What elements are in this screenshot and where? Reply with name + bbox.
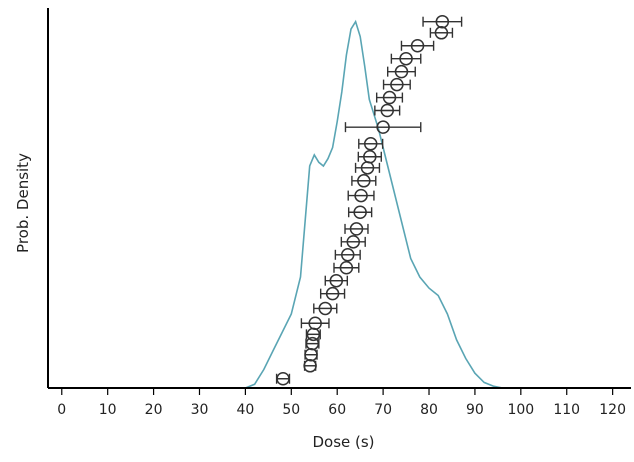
plot-area: [48, 14, 631, 389]
data-point: [390, 51, 422, 66]
x-tick-label: 0: [57, 402, 66, 418]
data-point: [344, 222, 369, 236]
y-axis-title: Prob. Density: [14, 153, 32, 253]
data-point: [358, 137, 384, 151]
data-point: [357, 150, 382, 164]
data-point: [313, 301, 338, 316]
x-tick-label: 110: [553, 402, 580, 418]
data-point: [305, 336, 320, 351]
x-tick-label: 30: [191, 402, 209, 418]
data-point: [347, 205, 373, 219]
data-point: [351, 174, 377, 188]
data-point: [275, 372, 291, 386]
data-point: [334, 248, 361, 262]
x-tick-label: 60: [328, 402, 346, 418]
data-point: [387, 64, 416, 79]
data-point: [304, 347, 318, 362]
data-point: [319, 286, 346, 301]
data-point: [382, 77, 411, 92]
data-point: [303, 359, 317, 373]
data-point: [340, 235, 366, 249]
x-tick-label: 20: [145, 402, 163, 418]
data-point: [305, 327, 321, 342]
data-point: [400, 39, 435, 53]
data-point: [333, 261, 360, 275]
data-point: [300, 316, 330, 330]
x-axis-ticks: 0 10 20 30 40 50 60 70 80 90 100 110 120: [57, 388, 626, 418]
data-point: [347, 188, 375, 203]
x-tick-label: 90: [466, 402, 484, 418]
data-point: [344, 120, 422, 134]
x-axis-title: Dose (s): [312, 433, 374, 451]
data-point: [429, 26, 454, 40]
x-tick-label: 10: [99, 402, 117, 418]
data-point: [375, 90, 404, 105]
data-point: [324, 273, 349, 288]
data-point: [422, 14, 463, 29]
x-tick-label: 70: [374, 402, 392, 418]
axes: 0 10 20 30 40 50 60 70 80 90 100 110 120 Dose (s) Pr…: [14, 8, 631, 451]
x-tick-label: 50: [282, 402, 300, 418]
data-point: [354, 161, 381, 175]
x-tick-label: 100: [507, 402, 534, 418]
data-point: [374, 103, 401, 118]
x-tick-label: 80: [420, 402, 438, 418]
x-tick-label: 40: [236, 402, 254, 418]
x-tick-label: 120: [599, 402, 626, 418]
density-curve: [48, 19, 631, 389]
